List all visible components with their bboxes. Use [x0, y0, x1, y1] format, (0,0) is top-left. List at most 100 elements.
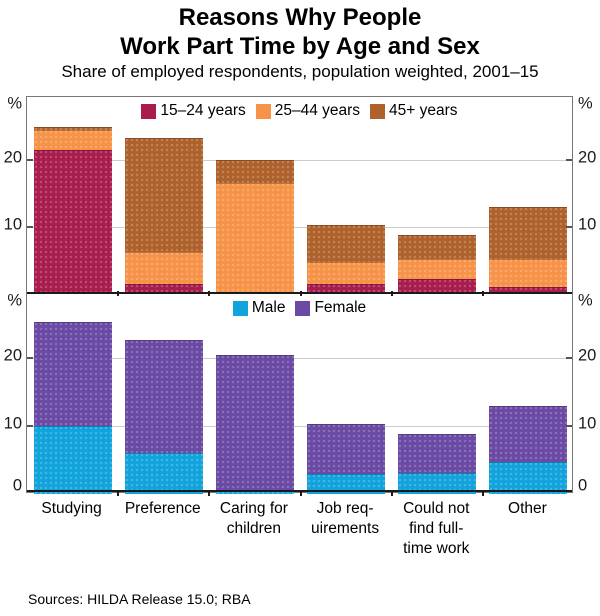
plot-area: 15–24 years 25–44 years 45+ years Male Femal…	[26, 96, 573, 496]
category-tick-mark	[208, 291, 211, 296]
y-tick-mark-left	[27, 226, 33, 229]
y-tick-label-10-right: 10	[578, 414, 597, 433]
y-tick-mark-left	[27, 159, 33, 162]
legend-item: Male	[232, 299, 286, 317]
legend-swatch-icon	[232, 300, 248, 316]
y-tick-label-20-right: 20	[578, 148, 597, 167]
bar-segment	[33, 150, 112, 294]
category-tick-mark	[117, 491, 120, 496]
y-tick-mark-right	[566, 226, 572, 229]
bar-segment	[215, 355, 294, 492]
y-tick-label-10-left: 10	[3, 215, 22, 234]
y-tick-mark-left	[27, 357, 33, 360]
bar-segment	[215, 183, 294, 292]
category-label: Caring for children	[199, 499, 309, 539]
gridline-10	[27, 227, 572, 229]
bar-segment	[307, 424, 386, 474]
bar-segment	[489, 405, 568, 463]
category-tick-mark	[299, 491, 302, 496]
category-tick-mark	[390, 291, 393, 296]
legend-item: 45+ years	[370, 102, 458, 120]
category-label-line: Job req-	[316, 500, 374, 517]
bar-segment	[33, 130, 112, 151]
chart-subtitle: Share of employed respondents, populatio…	[61, 62, 539, 81]
bar-segment	[307, 261, 386, 284]
y-tick-mark-left	[27, 425, 33, 428]
legend-age: 15–24 years 25–44 years 45+ years	[27, 102, 572, 120]
legend-sex: Male Female	[27, 299, 572, 317]
y-axis-unit-left: %	[7, 94, 22, 113]
bar-segment	[398, 259, 477, 279]
bar-segment	[33, 426, 112, 494]
bar-segment	[33, 127, 112, 131]
bar-segment	[124, 138, 203, 252]
category-label: Job req-uirements	[290, 499, 400, 539]
category-tick-mark	[390, 491, 393, 496]
legend-label: Male	[251, 299, 286, 316]
bar-segment	[398, 434, 477, 473]
bar-segment	[489, 207, 568, 260]
y-tick-label-0-right: 0	[578, 476, 588, 495]
bar-segment	[489, 286, 568, 294]
category-label: Could not find full-time work	[381, 499, 491, 559]
y-axis-unit-right: %	[578, 291, 593, 310]
source-note: Sources: HILDA Release 15.0; RBA	[28, 591, 251, 607]
category-label-line: Preference	[124, 500, 201, 517]
category-tick-mark	[208, 491, 211, 496]
bar-segment	[307, 473, 386, 494]
gridline-10	[27, 426, 572, 428]
category-label-line: find full-	[409, 520, 464, 537]
bar-segment	[489, 259, 568, 287]
category-label-line: time work	[403, 540, 470, 557]
bar-segment	[124, 251, 203, 284]
category-label-line: uirements	[311, 520, 380, 537]
category-label: Studying	[17, 499, 127, 519]
bar-segment	[124, 453, 203, 494]
bar-segment	[33, 322, 112, 427]
legend-label: Female	[314, 299, 367, 316]
category-tick-mark	[299, 291, 302, 296]
bar-segment	[398, 472, 477, 494]
bar-segment	[307, 283, 386, 294]
y-tick-mark-right	[566, 357, 572, 360]
legend-label: 15–24 years	[160, 102, 246, 119]
y-tick-label-0-left: 0	[12, 476, 22, 495]
y-tick-mark-right	[566, 159, 572, 162]
category-label: Other	[472, 499, 582, 519]
category-label-line: children	[226, 520, 282, 537]
category-label-line: Caring for	[219, 500, 288, 517]
y-tick-mark-right	[566, 425, 572, 428]
y-tick-label-10-left: 10	[3, 414, 22, 433]
bar-segment	[215, 491, 294, 494]
category-tick-mark	[481, 291, 484, 296]
bar-segment	[489, 462, 568, 494]
legend-swatch-icon	[295, 300, 311, 316]
y-tick-label-10-right: 10	[578, 215, 597, 234]
bar-segment	[124, 340, 203, 454]
category-tick-mark	[481, 491, 484, 496]
legend-item: 25–44 years	[255, 102, 360, 120]
bar-segment	[215, 160, 294, 184]
gridline-20	[27, 358, 572, 360]
chart-title-line1: Reasons Why People	[178, 4, 422, 31]
y-tick-label-20-left: 20	[3, 346, 22, 365]
y-tick-label-20-right: 20	[578, 346, 597, 365]
y-axis-unit-right: %	[578, 94, 593, 113]
category-label: Preference	[108, 499, 218, 519]
bar-segment	[307, 225, 386, 262]
legend-swatch-icon	[370, 103, 386, 119]
y-tick-label-20-left: 20	[3, 148, 22, 167]
category-label-line: Other	[508, 500, 547, 517]
bar-segment	[124, 283, 203, 294]
bar-segment	[398, 278, 477, 294]
legend-swatch-icon	[141, 103, 157, 119]
legend-item: 15–24 years	[141, 102, 246, 120]
gridline-20	[27, 160, 572, 162]
legend-item: Female	[295, 299, 366, 317]
y-axis-unit-left: %	[7, 291, 22, 310]
category-label-line: Studying	[41, 500, 102, 517]
category-label-line: Could not	[403, 500, 470, 517]
chart-title-line2: Work Part Time by Age and Sex	[120, 33, 480, 60]
category-tick-mark	[117, 291, 120, 296]
